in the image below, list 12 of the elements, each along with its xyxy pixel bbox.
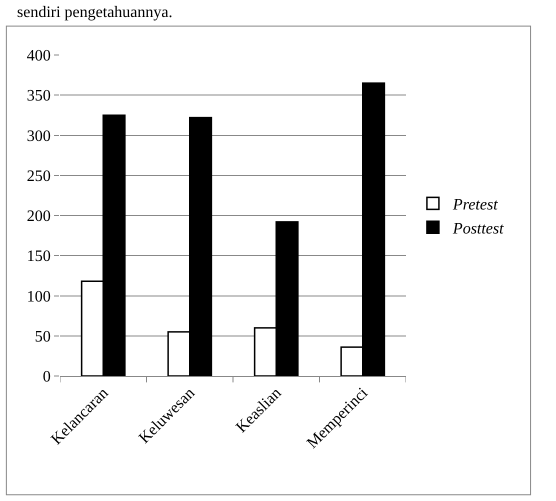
text: sendiri pengetahuannya. [17, 4, 172, 21]
y-tick-label: 350 [26, 88, 51, 105]
y-tick-label: 100 [26, 288, 51, 306]
y-tick-label: 300 [26, 128, 51, 145]
y-tick-label: 250 [26, 168, 51, 185]
y-tick-label: 150 [26, 248, 51, 266]
legend-label: Pretest [452, 196, 498, 214]
y-tick-label: 50 [34, 328, 51, 346]
y-tick-label: 200 [26, 208, 51, 226]
y-tick-label: 0 [42, 368, 51, 386]
y-tick-label: 400 [26, 48, 51, 65]
legend-label: Posttest [452, 220, 504, 238]
